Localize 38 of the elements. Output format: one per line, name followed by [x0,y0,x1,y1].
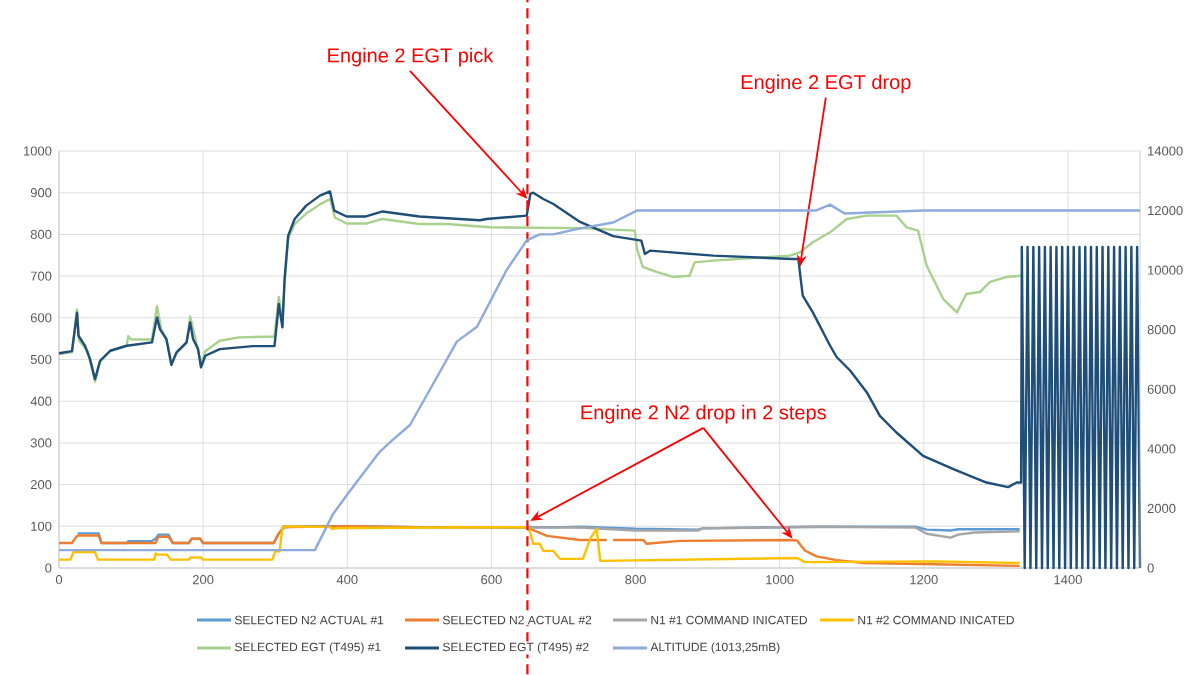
y2-tick-label: 0 [1147,563,1154,573]
y-tick-label: 1000 [24,146,52,156]
annotation: Engine 2 EGT drop [741,74,911,94]
y2-tick-label: 8000 [1147,325,1176,335]
y2-tick-label: 2000 [1147,503,1176,514]
y2-tick-label: 4000 [1147,444,1176,454]
legend-label: N1 #2 COMMAND INICATED [858,615,1014,625]
annotation: Engine 2 EGT pick [328,47,494,67]
y2-tick-label: 14000 [1148,146,1183,156]
line-series [57,197,1023,383]
y-tick-label: 300 [30,438,52,448]
y2-tick-label: 10000 [1148,265,1183,275]
x-tick-label: 600 [481,575,502,585]
x-tick-label: 1200 [910,575,938,585]
legend-label: SELECTED N2 ACTUAL #1 [234,615,384,625]
x-tick-label: 800 [625,575,646,585]
x-tick-label: 0 [55,575,63,585]
y-tick-label: 0 [45,563,52,573]
y-tick-label: 600 [30,313,52,323]
x-tick-label: 1000 [766,575,794,585]
legend-label: ALTITUDE (1013,25mB) [650,642,780,654]
y2-tick-label: 12000 [1148,205,1183,216]
annotation: Engine 2 N2 drop in 2 steps [581,404,826,424]
y2-tick-label: 6000 [1147,384,1176,394]
y-tick-label: 900 [30,188,52,198]
legend-label: SELECTED EGT (T495) #1 [234,642,381,654]
legend-label: SELECTED EGT (T495) #2 [442,642,589,654]
y-tick-label: 100 [31,521,52,531]
x-tick-label: 1400 [1054,575,1082,585]
x-tick-label: 400 [336,575,358,585]
y-tick-label: 400 [30,396,52,406]
y-tick-label: 500 [30,354,52,365]
legend-label: N1 #1 COMMAND INICATED [651,615,807,625]
y-tick-label: 700 [30,271,52,281]
x-tick-label: 200 [192,575,214,585]
y-tick-label: 200 [30,480,52,490]
legend-label: SELECTED N2 ACTUAL #2 [442,615,592,625]
y-tick-label: 800 [30,229,52,239]
